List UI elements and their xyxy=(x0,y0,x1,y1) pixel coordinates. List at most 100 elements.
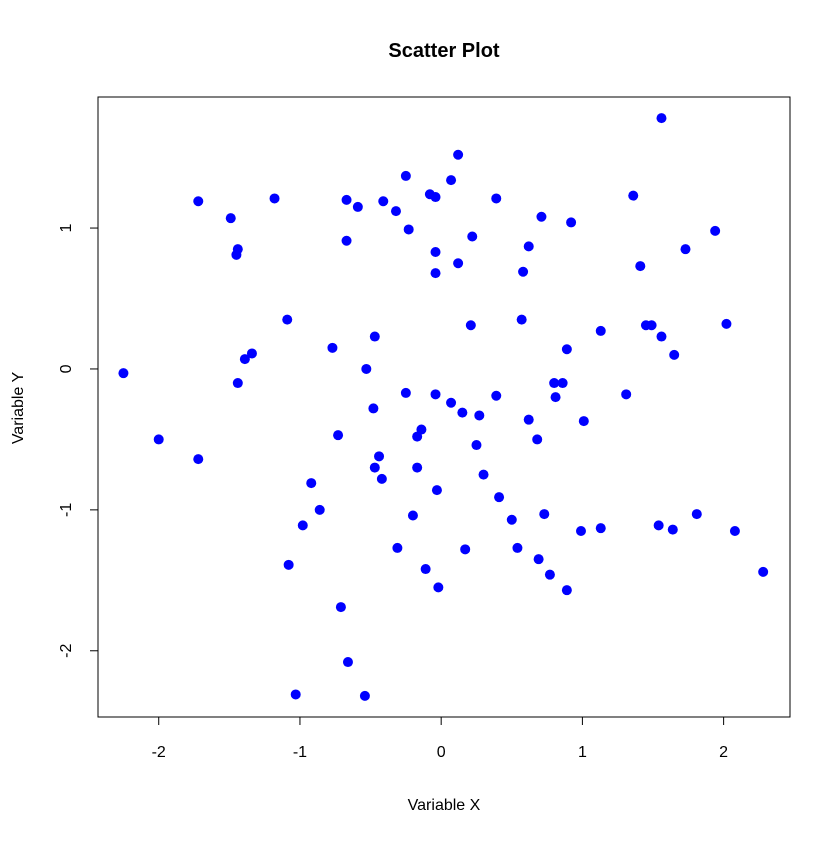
data-point xyxy=(390,206,401,217)
data-point xyxy=(710,225,721,236)
chart-title: Scatter Plot xyxy=(388,40,499,62)
data-point xyxy=(153,434,164,445)
data-point xyxy=(721,318,732,329)
data-point xyxy=(374,451,385,462)
data-point xyxy=(635,261,646,272)
data-point xyxy=(578,416,589,427)
data-point xyxy=(193,454,204,465)
x-tick-label: 1 xyxy=(578,744,587,761)
data-point xyxy=(536,211,547,222)
y-tick-label: -1 xyxy=(58,503,75,517)
axis-ticks: -2 -1 0 1 2 -2 -1 0 1 xyxy=(58,223,728,761)
data-point xyxy=(403,224,414,235)
data-point xyxy=(430,389,441,400)
data-point xyxy=(341,235,352,246)
data-point xyxy=(231,249,242,260)
data-point xyxy=(341,194,352,205)
data-point xyxy=(430,268,441,279)
data-point xyxy=(523,414,534,425)
data-point xyxy=(557,378,568,389)
data-point xyxy=(539,509,550,520)
data-point xyxy=(335,602,346,613)
data-point xyxy=(412,462,423,473)
data-point xyxy=(246,348,257,359)
data-point xyxy=(333,430,344,441)
data-point xyxy=(494,492,505,503)
data-point xyxy=(506,514,517,525)
x-tick-label: -2 xyxy=(152,744,166,761)
data-point xyxy=(193,196,204,207)
data-point xyxy=(491,390,502,401)
data-point xyxy=(239,354,250,365)
data-point xyxy=(282,314,293,325)
data-point xyxy=(290,689,301,700)
data-point xyxy=(532,434,543,445)
data-point xyxy=(691,509,702,520)
data-point xyxy=(656,113,667,124)
x-tick-label: 0 xyxy=(437,744,446,761)
data-point xyxy=(471,440,482,451)
plot-frame xyxy=(97,96,791,718)
data-point xyxy=(416,424,427,435)
data-point xyxy=(523,241,534,252)
data-point xyxy=(595,325,606,336)
data-point xyxy=(729,526,740,536)
data-point xyxy=(306,478,317,489)
data-point xyxy=(407,510,418,521)
data-point xyxy=(430,247,441,257)
data-point xyxy=(446,175,457,186)
data-point xyxy=(420,564,431,575)
data-point xyxy=(646,320,657,331)
y-tick-label: 1 xyxy=(58,223,75,232)
data-point xyxy=(378,196,389,207)
data-point xyxy=(327,342,338,353)
data-point xyxy=(342,657,353,668)
data-point xyxy=(430,192,441,203)
data-point xyxy=(453,258,464,269)
data-point xyxy=(400,387,411,398)
data-point xyxy=(669,349,680,360)
data-point xyxy=(433,582,444,593)
data-point xyxy=(561,585,572,596)
data-point xyxy=(297,520,308,531)
data-point xyxy=(465,320,476,331)
data-point xyxy=(225,213,236,224)
data-point xyxy=(550,392,561,403)
data-point xyxy=(392,542,403,553)
data-point xyxy=(758,566,769,577)
data-point xyxy=(518,266,529,277)
data-point xyxy=(359,690,370,701)
data-point xyxy=(361,363,372,374)
data-point xyxy=(512,542,523,553)
data-point xyxy=(369,331,380,342)
data-point xyxy=(533,554,544,565)
y-tick-label: -2 xyxy=(58,644,75,658)
data-point xyxy=(544,569,555,580)
data-point xyxy=(656,331,667,342)
data-point xyxy=(453,149,464,160)
data-point xyxy=(467,231,478,242)
data-point xyxy=(118,368,129,379)
data-point xyxy=(457,407,468,418)
data-point xyxy=(680,244,691,255)
data-point xyxy=(628,190,639,201)
data-point xyxy=(474,410,485,421)
data-point xyxy=(369,462,380,473)
data-point xyxy=(368,403,379,414)
data-point xyxy=(352,201,363,212)
y-tick-label: 0 xyxy=(58,364,75,373)
data-point xyxy=(269,193,280,204)
data-point xyxy=(667,524,678,535)
data-point xyxy=(516,314,527,325)
data-point xyxy=(283,559,294,570)
x-tick-label: 2 xyxy=(719,744,728,761)
data-point xyxy=(400,170,411,181)
y-axis-label: Variable Y xyxy=(10,372,27,445)
data-point xyxy=(575,526,586,536)
data-point xyxy=(446,397,457,408)
data-point xyxy=(478,469,489,480)
data-point xyxy=(566,217,577,228)
